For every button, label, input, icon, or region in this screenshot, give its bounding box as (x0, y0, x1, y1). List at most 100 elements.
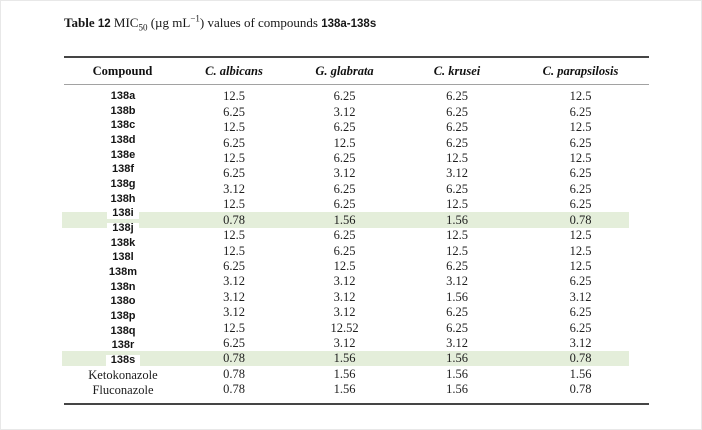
table-row: 3.12 3.12 6.25 6.25 (181, 305, 649, 320)
mic-value: 3.12 (333, 166, 356, 181)
mic-value: 1.56 (569, 366, 592, 381)
compound-label: 138l (107, 252, 139, 264)
table-row: 3.12 3.12 1.56 3.12 (181, 289, 649, 304)
compound-label-slot: 138d (68, 133, 178, 148)
compound-label: 138d (105, 134, 141, 146)
mic-value: 1.56 (333, 366, 356, 381)
mic-value: 6.25 (333, 181, 356, 196)
compound-label: 138c (105, 120, 141, 132)
table-row: 12.5 6.25 12.5 6.25 (181, 197, 649, 212)
mic-value: 6.25 (569, 274, 592, 289)
compound-label-slot: 138o (68, 294, 178, 309)
table-row: 0.78 1.56 1.56 0.78 (181, 382, 649, 397)
mic-value: 12.5 (223, 243, 245, 258)
compound-label: 138r (106, 340, 140, 352)
table-row: 3.12 3.12 3.12 6.25 (181, 274, 649, 289)
mic-value: 12.5 (569, 120, 592, 135)
column-header-c-krusei: C. krusei (433, 63, 481, 78)
caption-compound-range: 138a-138s (321, 18, 377, 30)
mic-value: 6.25 (446, 320, 468, 335)
mic-value: 6.25 (223, 135, 245, 150)
mic-value: 3.12 (223, 289, 245, 304)
mic-value: 1.56 (333, 382, 356, 397)
table-row: 0.78 1.56 1.56 0.78 (181, 351, 649, 366)
compound-label: 138h (105, 193, 141, 205)
compound-label: 138f (106, 164, 140, 176)
compound-label-slot: 138p (68, 309, 178, 324)
table-row: 6.25 12.5 6.25 6.25 (181, 135, 649, 150)
mic-value: 12.5 (223, 89, 245, 104)
table-row: 12.5 6.25 12.5 12.5 (181, 243, 649, 258)
mic-value: 12.5 (223, 197, 245, 212)
compound-label-slot: Ketokonazole (68, 368, 178, 383)
mic-value: 3.12 (333, 335, 356, 350)
mic-value: 6.25 (223, 335, 245, 350)
mic-value: 12.5 (569, 228, 592, 243)
mic-value: 6.25 (446, 305, 468, 320)
mic-value: 12.5 (333, 135, 356, 150)
table-row: 12.5 6.25 6.25 12.5 (181, 120, 649, 135)
table-row: 6.25 3.12 6.25 6.25 (181, 104, 649, 119)
mic-value: 6.25 (333, 89, 356, 104)
table-row: 6.25 12.5 6.25 12.5 (181, 258, 649, 273)
column-header-compound: Compound (92, 63, 153, 78)
mic-value: 12.5 (333, 258, 356, 273)
compound-label: 138j (107, 222, 139, 234)
mic-value: 1.56 (333, 351, 356, 366)
compound-label-slot: 138g (68, 177, 178, 192)
mic-value: 12.5 (223, 320, 245, 335)
compound-label-slot: Fluconazole (68, 382, 178, 397)
mic-value: 12.5 (569, 258, 592, 273)
mic-value: 6.25 (333, 151, 356, 166)
mic-value: 6.25 (223, 166, 245, 181)
mic-value: 3.12 (569, 335, 592, 350)
table-row: 12.5 6.25 6.25 12.5 (181, 89, 649, 104)
mic-value: 3.12 (223, 305, 245, 320)
mic-value: 12.5 (569, 151, 592, 166)
compound-label-slot: 138e (68, 148, 178, 163)
mic-value: 6.25 (446, 135, 468, 150)
mic-value: 1.56 (446, 382, 468, 397)
table-header-rule (64, 84, 649, 85)
mic-value: 3.12 (333, 274, 356, 289)
mic-value: 12.5 (569, 89, 592, 104)
column-header-c-albicans: C. albicans (205, 63, 263, 78)
caption-mic-subscript: 50 (138, 22, 148, 33)
table-row: 0.78 1.56 1.56 1.56 (181, 366, 649, 381)
compound-label: 138o (105, 296, 141, 308)
mic-value: 0.78 (223, 366, 245, 381)
compound-label-slot: 138b (68, 104, 178, 119)
mic-value: 6.25 (333, 120, 356, 135)
compound-label: 138n (105, 281, 141, 293)
table-caption: Table 12 MIC50 (µg mL−1) values of compo… (64, 13, 377, 33)
mic-value: 12.5 (223, 120, 245, 135)
mic-value: 6.25 (446, 258, 468, 273)
mic-value: 6.25 (223, 258, 245, 273)
mic-value: 6.25 (569, 305, 592, 320)
table-row: 12.5 6.25 12.5 12.5 (181, 228, 649, 243)
mic-value: 12.5 (446, 197, 468, 212)
mic-value: 6.25 (223, 104, 245, 119)
mic-value: 6.25 (333, 243, 356, 258)
mic-value: 12.5 (446, 228, 468, 243)
mic-value: 0.78 (569, 351, 592, 366)
table-row: 12.5 6.25 12.5 12.5 (181, 151, 649, 166)
compound-label: 138a (105, 90, 141, 102)
table-row: 6.25 3.12 3.12 6.25 (181, 166, 649, 181)
table-body: 138a 138b 138c 138d 138e 138f 138g 138h 138i 138j… (62, 85, 649, 403)
compound-label: 138s (105, 354, 141, 366)
mic-value: 3.12 (333, 305, 356, 320)
compound-label: 138m (103, 266, 143, 278)
mic-value: 3.12 (223, 274, 245, 289)
caption-mic: MIC50 (113, 15, 148, 33)
table-row: 12.5 12.52 6.25 6.25 (181, 320, 649, 335)
compound-label: 138q (105, 325, 141, 337)
compound-label-slot: 138j (68, 221, 178, 236)
column-header-g-glabrata: G. glabrata (315, 63, 374, 78)
compound-label-slot: 138f (68, 162, 178, 177)
caption-unit-superscript: −1 (190, 13, 200, 24)
column-header-c-parapsilosis: C. parapsilosis (542, 63, 619, 78)
mic-value: 3.12 (333, 104, 356, 119)
mic-value: 6.25 (446, 104, 468, 119)
